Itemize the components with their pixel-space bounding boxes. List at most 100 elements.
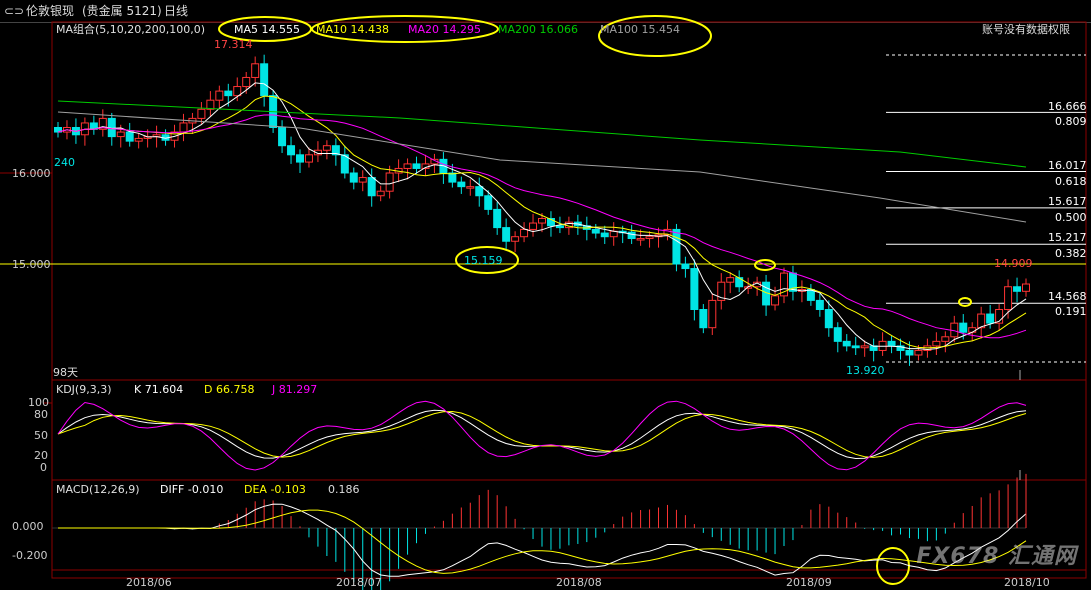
kdj-j-value: J 81.297 — [272, 383, 318, 396]
low-price-label-2: 13.920 — [846, 364, 885, 377]
macd-tick-0: 0.000 — [12, 520, 44, 533]
candle-body — [358, 177, 367, 183]
candle-body — [708, 299, 717, 329]
fib-ratio-1: 0.809 — [1055, 115, 1087, 128]
candle-body — [815, 299, 824, 310]
candle-body — [959, 322, 968, 333]
candle-body — [726, 277, 735, 283]
candle-body — [233, 86, 242, 97]
candle-body — [833, 327, 842, 342]
candle-body — [636, 238, 645, 241]
y-tick-15: 15.000 — [12, 258, 51, 271]
kdj-tick-20: 20 — [34, 449, 48, 462]
candle-body — [529, 222, 538, 230]
fib-price-4: 15.217 — [1048, 231, 1087, 244]
kdj-k-value: K 71.604 — [134, 383, 184, 396]
high-price-label: 17.314 — [214, 38, 253, 51]
fib-ratio-5: 0.191 — [1055, 305, 1087, 318]
candle-body — [672, 228, 681, 265]
x-tick-sep: 2018/09 — [786, 576, 832, 589]
candle-body — [995, 309, 1004, 324]
macd-hist-value: 0.186 — [328, 483, 360, 496]
fib-price-2: 16.017 — [1048, 159, 1087, 172]
candle-body — [806, 288, 815, 301]
candle-body — [1013, 286, 1022, 292]
candle-body — [860, 345, 869, 349]
kdj-tick-100: 100 — [28, 396, 49, 409]
candle-body — [977, 313, 986, 329]
candle-body — [134, 137, 143, 142]
candle-body — [367, 177, 376, 197]
fib-ratio-3: 0.500 — [1055, 211, 1087, 224]
candle-body — [1022, 283, 1030, 292]
candle-body — [717, 281, 726, 301]
fib-price-1: 16.666 — [1048, 100, 1087, 113]
fib-price-5: 14.568 — [1048, 290, 1087, 303]
candle-body — [287, 145, 296, 156]
fib-ratio-2: 0.618 — [1055, 175, 1087, 188]
candle-body — [313, 149, 322, 156]
candle-body — [690, 268, 699, 310]
x-tick-oct: 2018/10 — [1004, 576, 1050, 589]
candle-body — [887, 340, 896, 347]
candle-body — [502, 227, 511, 242]
candle-body — [941, 336, 950, 342]
instrument-category: (贵金属 5121) — [82, 4, 162, 18]
candle-body — [663, 228, 672, 236]
candle-body — [780, 272, 788, 297]
candle-body — [591, 228, 600, 234]
low-price-label-1: 15.159 — [464, 254, 503, 267]
left-edge-label: 240 — [54, 156, 75, 169]
x-tick-aug: 2018/08 — [556, 576, 602, 589]
candle-body — [520, 228, 529, 238]
kdj-k-line — [57, 409, 1027, 460]
candle-body — [296, 154, 304, 163]
ma100-line — [57, 111, 1027, 223]
highlight-ellipse-ma100 — [598, 15, 712, 57]
candle-body — [242, 76, 251, 88]
candle-body — [466, 186, 475, 189]
candle-body — [475, 186, 484, 197]
ma200-value: MA200 16.066 — [498, 23, 578, 36]
candle-body — [511, 236, 520, 242]
ma200-line — [57, 100, 1027, 168]
candle-body — [322, 145, 331, 151]
period-selector[interactable]: 日线 — [164, 4, 189, 18]
candle-body — [600, 232, 609, 238]
candle-body — [331, 145, 340, 156]
x-tick-jun: 2018/06 — [126, 576, 172, 589]
candle-body — [376, 190, 385, 197]
candle-body — [932, 340, 941, 347]
candle-body — [412, 163, 421, 169]
macd-label[interactable]: MACD(12,26,9) — [56, 483, 140, 496]
candle-body — [905, 349, 914, 356]
fib-price-3: 15.617 — [1048, 195, 1087, 208]
x-tick-jul: 2018/07 — [336, 576, 382, 589]
candle-body — [555, 225, 564, 229]
candle-body — [627, 231, 636, 240]
ma20-line — [57, 114, 1027, 339]
candle-body — [116, 131, 125, 138]
candle-body — [224, 90, 233, 97]
kdj-tick-50: 50 — [34, 429, 48, 442]
candle-body — [98, 117, 107, 130]
kdj-label[interactable]: KDJ(9,3,3) — [56, 383, 112, 396]
ma-group-label[interactable]: MA组合(5,10,20,200,100,0) — [56, 23, 206, 36]
candle-body — [179, 122, 188, 133]
chart-frame — [51, 21, 1087, 579]
candle-body — [699, 309, 708, 329]
candle-body — [896, 345, 905, 351]
candle-body — [493, 208, 502, 229]
candle-body — [914, 349, 923, 356]
candle-body — [484, 195, 493, 210]
candle-body — [538, 218, 546, 224]
candle-body — [681, 263, 690, 270]
macd-diff-value: DIFF -0.010 — [160, 483, 224, 496]
candle-body — [771, 295, 780, 306]
macd-dea-value: DEA -0.103 — [244, 483, 306, 496]
kdj-d-line — [57, 410, 1027, 458]
candle-body — [851, 345, 860, 349]
macd-dea-line — [58, 509, 1027, 574]
back-arrow-icon[interactable]: ⊂⊃ — [4, 4, 25, 18]
